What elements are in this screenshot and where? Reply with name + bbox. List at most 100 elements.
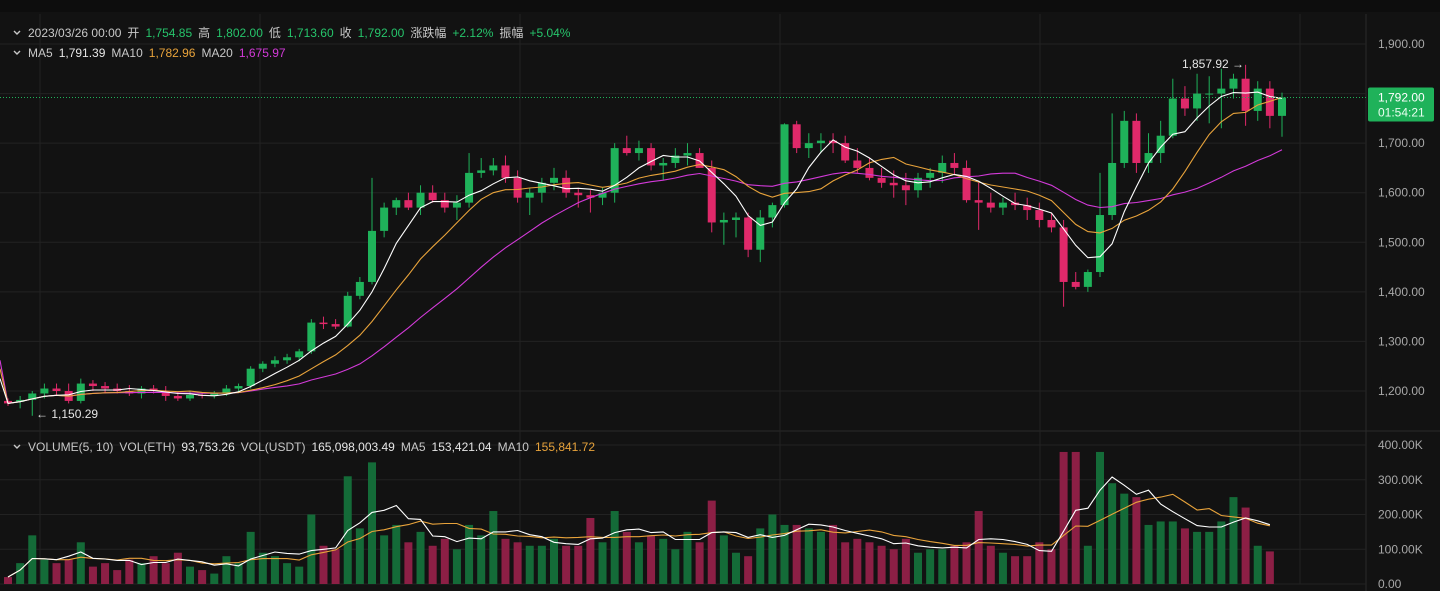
candle-down[interactable] bbox=[331, 324, 340, 327]
volume-bar-up[interactable] bbox=[1168, 521, 1177, 584]
volume-bar-down[interactable] bbox=[331, 549, 340, 584]
volume-bar-up[interactable] bbox=[1108, 483, 1117, 584]
candle-up[interactable] bbox=[998, 202, 1007, 208]
candle-up[interactable] bbox=[1205, 93, 1214, 95]
volume-bar-up[interactable] bbox=[465, 524, 474, 584]
candle-down[interactable] bbox=[792, 124, 801, 149]
candle-up[interactable] bbox=[756, 217, 765, 250]
candle-down[interactable] bbox=[901, 185, 910, 191]
volume-bar-up[interactable] bbox=[1144, 524, 1153, 584]
volume-bar-up[interactable] bbox=[634, 542, 643, 584]
volume-bar-down[interactable] bbox=[1011, 556, 1020, 584]
volume-bar-down[interactable] bbox=[173, 552, 182, 584]
candle-up[interactable] bbox=[489, 165, 498, 171]
volume-bar-down[interactable] bbox=[404, 542, 413, 584]
volume-bar-up[interactable] bbox=[719, 535, 728, 584]
candle-down[interactable] bbox=[622, 148, 631, 154]
volume-bar-up[interactable] bbox=[1193, 531, 1202, 584]
volume-bar-up[interactable] bbox=[270, 556, 279, 584]
candle-down[interactable] bbox=[841, 143, 850, 161]
volume-bar-up[interactable] bbox=[768, 514, 777, 585]
candle-down[interactable] bbox=[853, 160, 862, 168]
volume-bar-down[interactable] bbox=[695, 542, 704, 584]
volume-bar-up[interactable] bbox=[246, 531, 255, 584]
volume-bar-down[interactable] bbox=[744, 556, 753, 584]
volume-bar-down[interactable] bbox=[974, 511, 983, 584]
candle-down[interactable] bbox=[1023, 205, 1032, 211]
volume-bar-down[interactable] bbox=[1265, 551, 1274, 584]
volume-bar-down[interactable] bbox=[513, 542, 522, 584]
candle-up[interactable] bbox=[1108, 162, 1117, 216]
candle-up[interactable] bbox=[1229, 78, 1238, 89]
volume-bar-down[interactable] bbox=[113, 570, 122, 584]
candle-down[interactable] bbox=[173, 395, 182, 399]
candle-up[interactable] bbox=[246, 368, 255, 387]
candle-up[interactable] bbox=[804, 143, 813, 149]
volume-bar-up[interactable] bbox=[234, 563, 243, 584]
volume-bar-down[interactable] bbox=[950, 545, 959, 584]
volume-bar-down[interactable] bbox=[1023, 556, 1032, 584]
volume-bar-down[interactable] bbox=[1132, 497, 1141, 584]
volume-bar-up[interactable] bbox=[28, 535, 37, 584]
volume-bar-down[interactable] bbox=[865, 542, 874, 584]
chevron-down-icon[interactable] bbox=[12, 28, 22, 38]
candle-up[interactable] bbox=[210, 393, 219, 396]
candle-up[interactable] bbox=[550, 177, 558, 183]
candle-up[interactable] bbox=[355, 281, 364, 296]
candle-down[interactable] bbox=[986, 202, 995, 208]
candle-down[interactable] bbox=[404, 200, 413, 208]
candle-up[interactable] bbox=[1193, 93, 1202, 109]
volume-bar-up[interactable] bbox=[452, 549, 461, 584]
candle-up[interactable] bbox=[659, 162, 668, 166]
candle-down[interactable] bbox=[513, 177, 522, 198]
volume-bar-up[interactable] bbox=[598, 542, 607, 584]
volume-bar-up[interactable] bbox=[307, 514, 316, 585]
volume-bar-up[interactable] bbox=[804, 528, 813, 584]
volume-bar-up[interactable] bbox=[258, 552, 267, 584]
candle-up[interactable] bbox=[1120, 120, 1129, 163]
candle-up[interactable] bbox=[368, 230, 376, 282]
volume-bar-up[interactable] bbox=[525, 545, 534, 584]
volume-bar-down[interactable] bbox=[901, 538, 910, 584]
candle-up[interactable] bbox=[416, 192, 425, 208]
candle-down[interactable] bbox=[877, 177, 886, 183]
candle-up[interactable] bbox=[1096, 215, 1104, 273]
volume-bar-up[interactable] bbox=[1096, 451, 1104, 584]
candle-up[interactable] bbox=[671, 155, 680, 163]
volume-bar-down[interactable] bbox=[853, 538, 862, 584]
candle-down[interactable] bbox=[440, 200, 449, 208]
volume-bar-down[interactable] bbox=[1059, 451, 1068, 584]
candle-up[interactable] bbox=[295, 351, 304, 358]
volume-bar-down[interactable] bbox=[622, 531, 631, 584]
candle-up[interactable] bbox=[76, 383, 85, 401]
candle-up[interactable] bbox=[380, 207, 389, 231]
volume-bar-down[interactable] bbox=[647, 535, 656, 584]
volume-bar-up[interactable] bbox=[816, 531, 825, 584]
candle-up[interactable] bbox=[452, 202, 461, 208]
chevron-down-icon[interactable] bbox=[12, 48, 22, 58]
volume-bar-up[interactable] bbox=[1217, 521, 1226, 584]
volume-bar-up[interactable] bbox=[1205, 531, 1214, 584]
volume-bar-down[interactable] bbox=[52, 563, 61, 584]
candle-down[interactable] bbox=[647, 148, 656, 166]
volume-bar-up[interactable] bbox=[537, 545, 546, 584]
candle-up[interactable] bbox=[537, 182, 546, 193]
candle-down[interactable] bbox=[829, 140, 838, 144]
candle-down[interactable] bbox=[1180, 98, 1189, 109]
volume-bar-up[interactable] bbox=[732, 552, 740, 584]
volume-bar-up[interactable] bbox=[283, 563, 292, 584]
volume-bar-up[interactable] bbox=[683, 531, 692, 584]
volume-bar-up[interactable] bbox=[610, 511, 619, 584]
candle-down[interactable] bbox=[950, 162, 959, 168]
candle-up[interactable] bbox=[465, 172, 474, 203]
candle-up[interactable] bbox=[258, 363, 267, 369]
candle-up[interactable] bbox=[40, 388, 49, 394]
candle-down[interactable] bbox=[1265, 88, 1274, 116]
candle-down[interactable] bbox=[1059, 227, 1068, 282]
volume-bar-up[interactable] bbox=[40, 559, 49, 584]
candle-up[interactable] bbox=[1083, 272, 1092, 287]
volume-bar-up[interactable] bbox=[137, 563, 146, 584]
candle-up[interactable] bbox=[938, 162, 947, 173]
volume-bar-down[interactable] bbox=[986, 545, 995, 584]
